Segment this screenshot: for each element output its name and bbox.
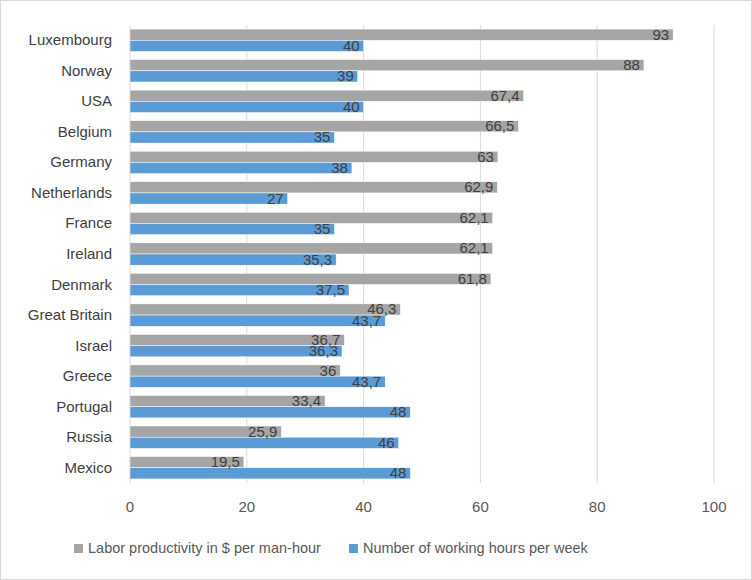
legend-swatch [74, 544, 83, 553]
bar [130, 315, 385, 326]
data-label: 40 [343, 37, 360, 54]
bar [130, 40, 364, 51]
data-label: 33,4 [292, 392, 321, 409]
data-label: 38 [331, 159, 348, 176]
bar [130, 90, 524, 101]
data-label: 25,9 [248, 423, 277, 440]
data-label: 61,8 [458, 270, 487, 287]
data-label: 43,7 [352, 312, 381, 329]
category-label: Israel [75, 337, 112, 354]
data-labels: 938867,466,56362,962,162,161,846,336,736… [211, 26, 669, 482]
bar [130, 468, 410, 479]
data-label: 66,5 [485, 117, 514, 134]
legend-label: Number of working hours per week [363, 540, 589, 556]
data-label: 27 [267, 190, 284, 207]
data-label: 19,5 [211, 453, 240, 470]
chart-border [1, 1, 752, 580]
category-label: Denmark [51, 276, 112, 293]
bar [130, 162, 352, 173]
bar [130, 407, 410, 418]
category-label: Portugal [56, 398, 112, 415]
bars [130, 29, 673, 479]
category-label: Belgium [58, 123, 112, 140]
bar [130, 376, 385, 387]
bar [130, 273, 491, 284]
data-label: 67,4 [490, 87, 519, 104]
bar [130, 101, 364, 112]
data-label: 48 [390, 403, 407, 420]
grid-line [714, 25, 715, 483]
data-label: 36,3 [309, 342, 338, 359]
category-label: France [65, 214, 112, 231]
category-label: Norway [61, 62, 112, 79]
tick-label: 80 [589, 498, 606, 515]
data-label: 62,9 [464, 178, 493, 195]
data-label: 35 [314, 220, 331, 237]
tick-label: 100 [701, 498, 726, 515]
data-label: 63 [477, 148, 494, 165]
legend: Labor productivity in $ per man-hour Numb… [74, 540, 589, 556]
data-label: 46 [378, 434, 395, 451]
bar [130, 60, 644, 71]
data-label: 43,7 [352, 373, 381, 390]
legend-label: Labor productivity in $ per man-hour [88, 540, 321, 556]
bar [130, 29, 673, 40]
category-label: Mexico [64, 459, 112, 476]
category-label: Luxembourg [29, 31, 112, 48]
tick-label: 20 [238, 498, 255, 515]
data-label: 39 [337, 67, 354, 84]
data-label: 35 [314, 128, 331, 145]
category-label: Germany [50, 153, 112, 170]
data-label: 62,1 [459, 209, 488, 226]
chart-svg: 0 20 40 60 80 100 Luxembourg Norway USA Belgium Ge… [0, 0, 752, 580]
bar [130, 223, 334, 234]
bar [130, 212, 493, 223]
bar [130, 71, 358, 82]
data-label: 35,3 [303, 251, 332, 268]
legend-swatch [349, 544, 358, 553]
data-label: 62,1 [459, 239, 488, 256]
category-label: Ireland [66, 245, 112, 262]
tick-label: 40 [355, 498, 372, 515]
bar [130, 193, 288, 204]
bar [130, 151, 498, 162]
category-label: Greece [63, 367, 112, 384]
data-label: 40 [343, 98, 360, 115]
bar [130, 182, 497, 193]
category-label: Netherlands [31, 184, 112, 201]
tick-label: 0 [126, 498, 134, 515]
bar [130, 365, 340, 376]
data-label: 48 [390, 464, 407, 481]
grid-line [597, 25, 598, 483]
category-label: Great Britain [28, 306, 112, 323]
data-label: 88 [623, 56, 640, 73]
chart-container: 0 20 40 60 80 100 Luxembourg Norway USA Belgium Ge… [0, 0, 752, 580]
category-label: Russia [66, 428, 113, 445]
tick-label: 60 [472, 498, 489, 515]
data-label: 37,5 [316, 281, 345, 298]
data-label: 93 [652, 26, 669, 43]
bar [130, 132, 334, 143]
data-label: 36 [320, 362, 337, 379]
category-label: USA [81, 92, 112, 109]
